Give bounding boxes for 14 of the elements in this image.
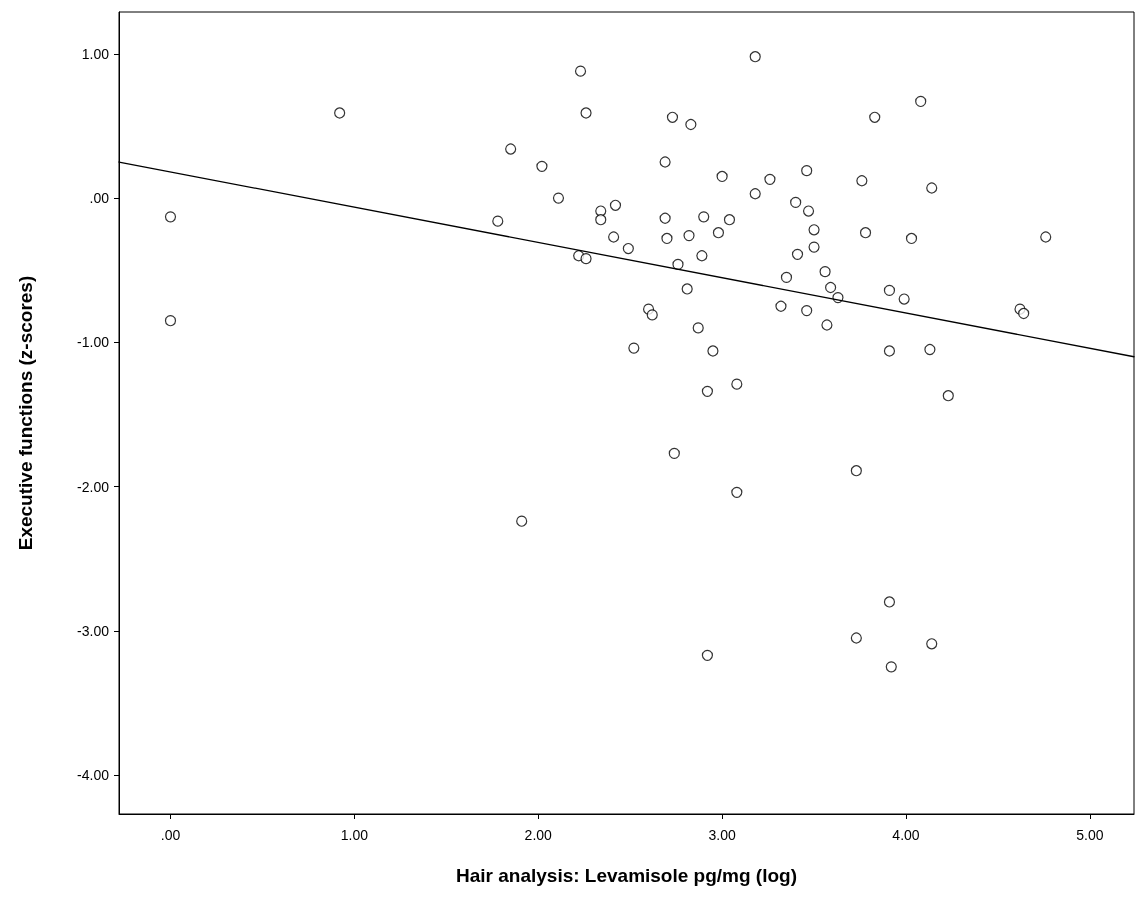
y-tick-label: 1.00 [81,45,110,62]
y-tick-label: -1.00 [77,334,110,351]
y-tick-label: -2.00 [77,478,110,495]
x-tick-label: 4.00 [892,827,920,843]
x-tick-label: 1.00 [340,827,369,843]
y-tick-label: .00 [89,190,110,207]
x-tick-label: .00 [160,827,181,843]
y-tick-label: -3.00 [77,622,110,639]
x-tick-label: 3.00 [708,827,736,843]
x-tick-label: 2.00 [524,827,553,843]
y-axis-title: Executive functions (z-scores) [15,275,36,551]
x-axis-title: Hair analysis: Levamisole pg/mg (log) [455,865,798,886]
y-tick-label: -4.00 [77,767,110,784]
x-tick-label: 5.00 [1076,827,1104,843]
